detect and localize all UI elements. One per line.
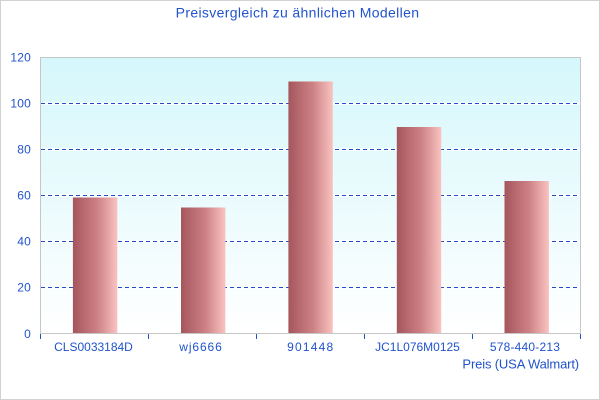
svg-text:120: 120 (10, 51, 31, 65)
svg-text:CLS0033184D: CLS0033184D (54, 340, 133, 354)
svg-text:Preisvergleich zu ähnlichen Mo: Preisvergleich zu ähnlichen Modellen (176, 5, 420, 21)
svg-text:40: 40 (17, 235, 31, 249)
svg-text:80: 80 (17, 143, 31, 157)
svg-text:901448: 901448 (287, 340, 334, 354)
svg-text:Preis (USA Walmart): Preis (USA Walmart) (462, 357, 579, 372)
svg-text:100: 100 (10, 97, 31, 111)
svg-text:JC1L076M0125: JC1L076M0125 (375, 340, 460, 354)
svg-text:20: 20 (17, 281, 31, 295)
svg-text:578-440-213: 578-440-213 (490, 340, 560, 354)
svg-text:wj6666: wj6666 (178, 340, 222, 354)
svg-text:60: 60 (17, 189, 31, 203)
svg-text:0: 0 (24, 327, 31, 341)
